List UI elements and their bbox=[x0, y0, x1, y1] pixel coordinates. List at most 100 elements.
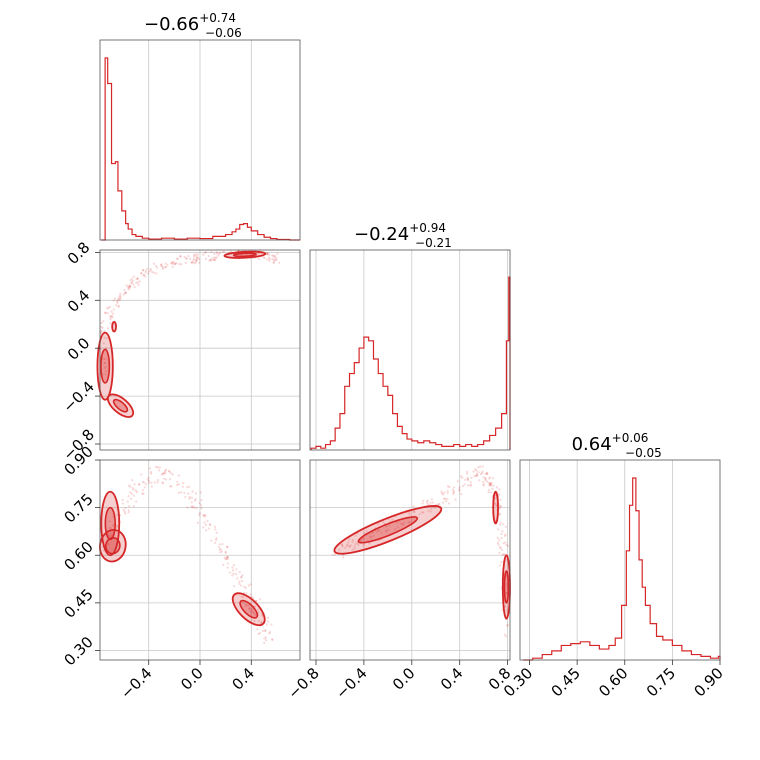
sample-point bbox=[263, 256, 266, 260]
sample-point bbox=[140, 272, 143, 275]
sample-point bbox=[118, 295, 121, 298]
sample-point bbox=[499, 505, 502, 508]
sample-point bbox=[444, 500, 448, 503]
sample-point bbox=[167, 469, 171, 473]
sample-point bbox=[354, 542, 357, 546]
sample-point bbox=[232, 564, 236, 567]
sample-point bbox=[257, 257, 261, 261]
sample-point bbox=[127, 484, 131, 487]
y-ticks-p1: −0.8−0.40.00.40.8 bbox=[59, 238, 100, 464]
sample-point bbox=[202, 514, 205, 517]
sample-point bbox=[236, 577, 239, 580]
sample-point bbox=[413, 511, 416, 514]
title-minus: − bbox=[625, 446, 635, 460]
sample-point bbox=[205, 529, 208, 532]
sample-point bbox=[268, 259, 271, 262]
sample-point bbox=[498, 523, 502, 526]
title-minus-p1: −0.21 bbox=[415, 236, 452, 250]
x-ticks-p1: −0.8 −0.4 0.0 0.4 0.8 bbox=[284, 660, 514, 703]
sample-point bbox=[210, 539, 213, 542]
sample-point bbox=[195, 258, 198, 261]
sample-point bbox=[422, 499, 425, 502]
sample-point bbox=[127, 511, 130, 514]
contour-inner bbox=[100, 348, 111, 384]
sample-point bbox=[226, 555, 230, 559]
sample-point bbox=[252, 612, 255, 615]
y-tick-label: −0.4 bbox=[59, 378, 97, 416]
sample-point bbox=[144, 483, 148, 486]
sample-point bbox=[272, 261, 275, 265]
sample-point bbox=[426, 499, 429, 502]
title-sign: − bbox=[354, 224, 369, 245]
sample-point bbox=[193, 499, 197, 502]
sample-point bbox=[190, 261, 193, 264]
sample-point bbox=[504, 635, 507, 638]
contour-inner bbox=[357, 516, 419, 544]
sample-point bbox=[131, 486, 134, 490]
sample-point bbox=[484, 477, 487, 480]
sample-point bbox=[129, 497, 133, 500]
sample-point bbox=[257, 619, 260, 623]
sample-point bbox=[377, 529, 380, 532]
sample-point bbox=[223, 556, 226, 559]
sample-point bbox=[143, 481, 146, 484]
sample-point bbox=[215, 252, 218, 255]
sample-point bbox=[265, 623, 268, 626]
sample-point bbox=[128, 505, 131, 508]
sample-point bbox=[142, 274, 145, 277]
title-minus-p0: −0.06 bbox=[205, 26, 242, 40]
sample-point bbox=[488, 482, 491, 485]
sample-point bbox=[421, 502, 424, 505]
sample-point bbox=[454, 498, 457, 501]
sample-point bbox=[106, 307, 109, 310]
sample-point bbox=[403, 521, 406, 524]
x-tick-label: 0.4 bbox=[437, 664, 467, 694]
sample-point bbox=[481, 470, 484, 473]
sample-point bbox=[458, 488, 461, 491]
sample-point bbox=[129, 491, 132, 494]
sample-point bbox=[368, 542, 371, 545]
sample-point bbox=[250, 595, 253, 598]
sample-point bbox=[214, 528, 217, 531]
title-plus: + bbox=[199, 11, 209, 25]
title-plus-value: 0.74 bbox=[209, 11, 236, 25]
sample-point bbox=[353, 545, 356, 548]
sample-point bbox=[429, 510, 432, 513]
x-tick-label: 0.0 bbox=[177, 664, 207, 694]
sample-point bbox=[369, 533, 372, 536]
sample-point bbox=[276, 252, 279, 255]
sample-point bbox=[161, 481, 164, 484]
sample-point bbox=[452, 492, 455, 495]
sample-point bbox=[128, 288, 131, 291]
y-tick-label: 0.45 bbox=[61, 585, 97, 621]
sample-point bbox=[265, 252, 269, 255]
sample-point bbox=[147, 481, 150, 484]
sample-point bbox=[142, 492, 145, 495]
contours-p1-p2 bbox=[333, 490, 511, 620]
sample-point bbox=[273, 256, 276, 259]
sample-point bbox=[461, 484, 465, 488]
sample-point bbox=[501, 553, 504, 557]
sample-point bbox=[496, 536, 499, 540]
sample-point bbox=[149, 267, 152, 271]
sample-point bbox=[127, 287, 130, 290]
sample-point bbox=[496, 541, 500, 545]
gridlines bbox=[315, 250, 509, 450]
sample-point bbox=[190, 261, 193, 264]
contours-p0-p1 bbox=[96, 250, 267, 418]
sample-point bbox=[128, 286, 131, 289]
histogram-p1 bbox=[310, 276, 511, 450]
sample-point bbox=[133, 483, 136, 486]
sample-point bbox=[112, 299, 115, 302]
sample-point bbox=[193, 506, 196, 509]
sample-point bbox=[147, 479, 150, 482]
sample-point bbox=[218, 543, 221, 546]
sample-point bbox=[202, 253, 205, 256]
sample-point bbox=[497, 539, 501, 542]
sample-point bbox=[192, 257, 196, 261]
sample-point bbox=[125, 284, 128, 287]
sample-point bbox=[118, 297, 122, 301]
sample-point bbox=[195, 256, 198, 259]
sample-point bbox=[136, 277, 139, 280]
sample-point bbox=[112, 308, 115, 311]
